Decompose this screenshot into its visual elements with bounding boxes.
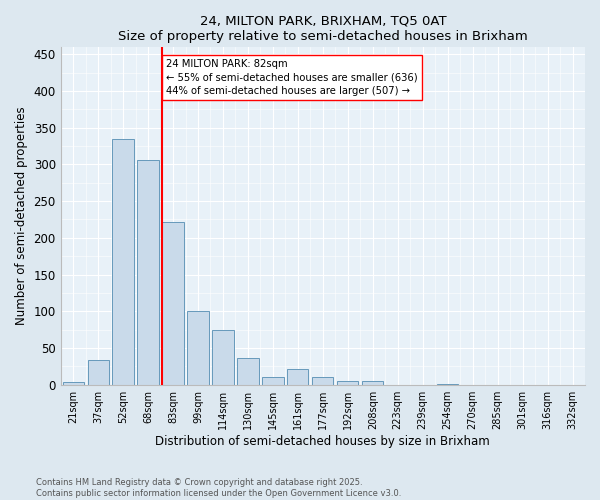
Bar [88,360,109,384]
Bar [337,381,358,384]
Bar [137,160,158,384]
Bar [238,358,259,384]
Y-axis label: Number of semi-detached properties: Number of semi-detached properties [15,106,28,325]
Text: 24 MILTON PARK: 82sqm
← 55% of semi-detached houses are smaller (636)
44% of sem: 24 MILTON PARK: 82sqm ← 55% of semi-deta… [166,60,418,96]
Bar [212,330,233,384]
Bar [62,382,84,384]
Bar [262,378,284,384]
Title: 24, MILTON PARK, BRIXHAM, TQ5 0AT
Size of property relative to semi-detached hou: 24, MILTON PARK, BRIXHAM, TQ5 0AT Size o… [118,15,528,43]
Bar [187,312,209,384]
Bar [163,222,184,384]
Bar [112,138,134,384]
Bar [362,381,383,384]
Text: Contains HM Land Registry data © Crown copyright and database right 2025.
Contai: Contains HM Land Registry data © Crown c… [36,478,401,498]
Bar [312,378,334,384]
Bar [287,370,308,384]
X-axis label: Distribution of semi-detached houses by size in Brixham: Distribution of semi-detached houses by … [155,434,490,448]
